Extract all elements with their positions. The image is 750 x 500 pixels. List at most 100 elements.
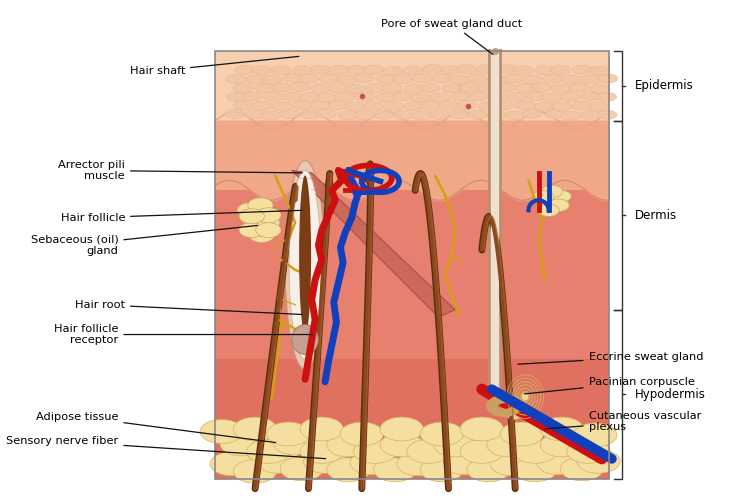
Ellipse shape — [237, 203, 262, 218]
Ellipse shape — [290, 82, 310, 92]
Ellipse shape — [506, 410, 521, 420]
Ellipse shape — [262, 75, 282, 84]
Text: Pore of sweat gland duct: Pore of sweat gland duct — [381, 18, 523, 55]
Ellipse shape — [247, 206, 272, 220]
Ellipse shape — [200, 420, 244, 444]
Ellipse shape — [498, 65, 517, 74]
Ellipse shape — [550, 66, 571, 74]
Ellipse shape — [423, 64, 443, 74]
Ellipse shape — [383, 66, 403, 76]
Ellipse shape — [338, 111, 358, 120]
Ellipse shape — [345, 102, 364, 111]
Ellipse shape — [590, 66, 610, 76]
Ellipse shape — [540, 417, 584, 441]
Ellipse shape — [224, 110, 245, 118]
Bar — [215, 51, 608, 478]
Ellipse shape — [596, 92, 616, 102]
Ellipse shape — [242, 92, 262, 101]
Ellipse shape — [380, 417, 424, 441]
Ellipse shape — [443, 451, 487, 474]
Ellipse shape — [272, 102, 292, 111]
Ellipse shape — [420, 84, 440, 92]
Ellipse shape — [328, 84, 348, 93]
Text: Dermis: Dermis — [635, 208, 677, 222]
Ellipse shape — [300, 110, 320, 119]
Ellipse shape — [346, 84, 365, 94]
Ellipse shape — [338, 75, 357, 84]
Ellipse shape — [267, 422, 310, 446]
Ellipse shape — [476, 83, 496, 92]
Ellipse shape — [572, 101, 592, 110]
Ellipse shape — [442, 84, 462, 93]
Ellipse shape — [403, 66, 423, 75]
Ellipse shape — [346, 66, 367, 74]
Ellipse shape — [581, 92, 602, 100]
Ellipse shape — [442, 66, 461, 74]
Ellipse shape — [548, 199, 569, 211]
Ellipse shape — [514, 440, 556, 464]
Text: Epidermis: Epidermis — [635, 80, 694, 92]
Ellipse shape — [256, 450, 300, 473]
Ellipse shape — [340, 422, 383, 446]
Ellipse shape — [449, 110, 469, 118]
Ellipse shape — [256, 222, 281, 238]
Ellipse shape — [551, 84, 572, 93]
Ellipse shape — [460, 440, 503, 464]
Ellipse shape — [382, 84, 402, 93]
Text: Arrector pili
muscle: Arrector pili muscle — [58, 160, 302, 181]
Ellipse shape — [487, 76, 507, 84]
Ellipse shape — [355, 92, 375, 102]
Ellipse shape — [233, 460, 277, 483]
Ellipse shape — [543, 74, 562, 83]
Ellipse shape — [487, 433, 530, 457]
Ellipse shape — [488, 93, 508, 102]
Ellipse shape — [451, 92, 471, 100]
Ellipse shape — [574, 423, 617, 447]
Ellipse shape — [550, 190, 572, 202]
Ellipse shape — [439, 100, 458, 110]
Bar — [215, 120, 608, 190]
Ellipse shape — [420, 458, 464, 481]
Text: Pacinian corpuscle: Pacinian corpuscle — [524, 377, 694, 394]
Ellipse shape — [577, 450, 620, 473]
Ellipse shape — [251, 66, 272, 74]
Ellipse shape — [466, 458, 510, 481]
Polygon shape — [292, 170, 455, 317]
Ellipse shape — [515, 101, 535, 110]
Ellipse shape — [242, 212, 268, 226]
Ellipse shape — [532, 190, 554, 203]
Ellipse shape — [420, 101, 440, 110]
Ellipse shape — [239, 222, 265, 238]
Ellipse shape — [503, 74, 524, 83]
Ellipse shape — [256, 208, 281, 222]
Ellipse shape — [544, 110, 565, 118]
Ellipse shape — [487, 111, 507, 120]
Ellipse shape — [383, 102, 404, 110]
Text: Sebaceous (oil)
gland: Sebaceous (oil) gland — [31, 226, 258, 256]
Ellipse shape — [393, 110, 412, 120]
Ellipse shape — [292, 101, 312, 110]
Ellipse shape — [538, 204, 560, 216]
Ellipse shape — [393, 92, 412, 101]
Text: Hair follicle: Hair follicle — [61, 210, 302, 222]
Ellipse shape — [263, 92, 284, 101]
Ellipse shape — [285, 160, 325, 370]
Ellipse shape — [572, 65, 592, 74]
Ellipse shape — [376, 93, 396, 102]
Bar — [215, 360, 608, 478]
Ellipse shape — [353, 440, 397, 464]
Ellipse shape — [597, 110, 617, 119]
Ellipse shape — [562, 75, 582, 84]
Ellipse shape — [397, 452, 440, 475]
Ellipse shape — [580, 75, 601, 84]
Ellipse shape — [560, 111, 580, 120]
Ellipse shape — [316, 93, 337, 102]
Ellipse shape — [365, 84, 386, 92]
Ellipse shape — [274, 431, 316, 455]
Ellipse shape — [522, 110, 542, 118]
Ellipse shape — [335, 92, 356, 101]
Ellipse shape — [374, 110, 394, 119]
Ellipse shape — [300, 417, 344, 441]
Text: Hair follicle
receptor: Hair follicle receptor — [54, 324, 312, 345]
Ellipse shape — [226, 74, 246, 84]
